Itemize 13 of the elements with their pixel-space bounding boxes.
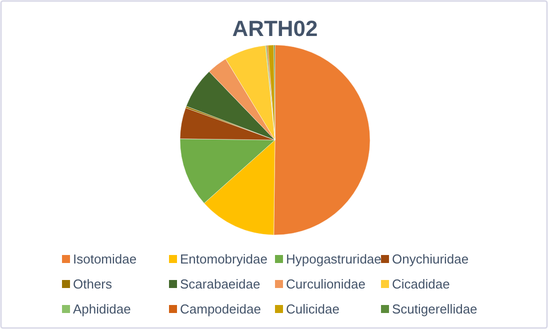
legend-label: Isotomidae [73, 252, 137, 266]
chart-title: ARTH02 [232, 16, 318, 41]
legend-label: Scutigerellidae [392, 302, 478, 316]
legend-label: Aphididae [73, 302, 131, 316]
legend-label: Curculionidae [286, 276, 366, 292]
legend-label: Hypogastruridae [286, 252, 382, 266]
legend-label: Cicadidae [392, 276, 450, 292]
legend-label: Scarabaeidae [180, 276, 260, 292]
legend-label: Campodeidae [180, 302, 261, 316]
legend-label: Culicidae [286, 302, 340, 316]
legend-label: Others [73, 276, 113, 292]
legend-label: Onychiuridae [392, 252, 469, 266]
legend-label: Entomobryidae [180, 252, 268, 266]
